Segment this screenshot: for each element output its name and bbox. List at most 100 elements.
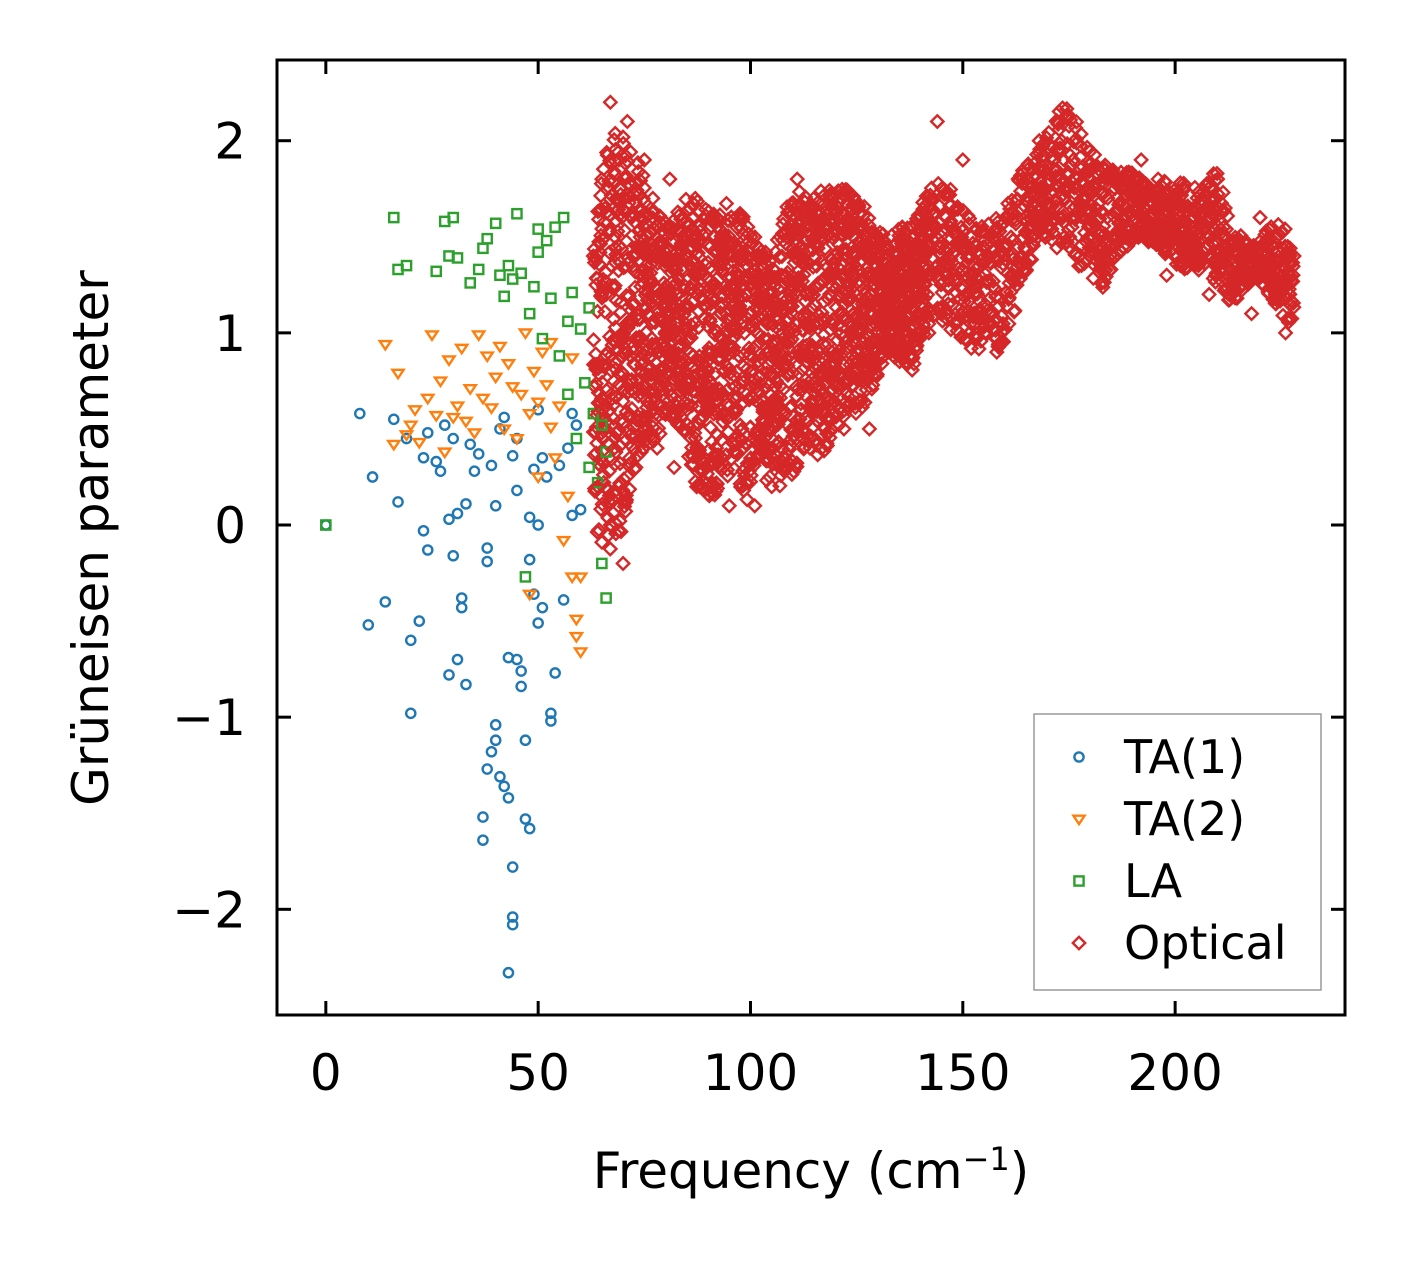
data-point xyxy=(1099,209,1116,226)
data-point xyxy=(392,496,404,508)
optical-point xyxy=(689,439,705,456)
optical-point xyxy=(1006,273,1023,290)
data-point xyxy=(506,861,519,873)
data-point xyxy=(632,267,648,284)
optical-point xyxy=(1140,233,1157,250)
optical-point xyxy=(755,403,771,420)
legend-entry: LA xyxy=(1073,854,1183,908)
data-point xyxy=(1005,267,1022,284)
optical-point xyxy=(804,393,821,410)
optical-point xyxy=(904,362,921,378)
data-point xyxy=(1073,190,1090,207)
data-point xyxy=(553,459,566,472)
optical-point xyxy=(641,350,658,367)
data-point xyxy=(545,292,557,305)
data-point xyxy=(549,667,561,679)
data-point xyxy=(543,422,559,435)
data-point xyxy=(451,507,464,520)
data-point xyxy=(430,455,443,468)
optical-point xyxy=(1045,211,1062,227)
optical-point xyxy=(1109,235,1125,251)
x-tick-label: 50 xyxy=(506,1044,570,1102)
data-point xyxy=(517,328,534,341)
data-point xyxy=(946,267,963,284)
optical-point xyxy=(720,424,737,440)
optical-point xyxy=(803,400,820,417)
optical-point xyxy=(739,475,756,491)
data-point xyxy=(585,248,602,264)
legend-entry: TA(2) xyxy=(1071,792,1245,846)
optical-point xyxy=(613,294,630,310)
optical-point xyxy=(1083,197,1099,213)
optical-point xyxy=(822,410,838,426)
optical-point xyxy=(691,353,708,370)
data-point xyxy=(600,592,612,604)
optical-point xyxy=(1045,225,1061,241)
data-point xyxy=(636,421,653,437)
data-point xyxy=(610,152,627,168)
optical-point xyxy=(602,494,619,511)
data-point xyxy=(708,440,725,457)
optical-point xyxy=(1096,185,1113,201)
optical-point xyxy=(630,163,647,180)
optical-point xyxy=(1049,239,1065,256)
optical-point xyxy=(608,389,625,406)
data-point xyxy=(1192,209,1209,226)
optical-point xyxy=(755,394,772,410)
optical-point xyxy=(1227,282,1244,299)
data-point xyxy=(591,476,604,489)
optical-point xyxy=(732,417,749,434)
data-point xyxy=(649,440,665,457)
optical-point xyxy=(615,135,632,152)
optical-point xyxy=(1058,107,1075,124)
optical-point xyxy=(820,389,837,405)
optical-point xyxy=(693,232,709,248)
optical-point xyxy=(637,298,654,315)
data-point xyxy=(455,601,468,614)
optical-point xyxy=(636,428,653,444)
optical-point xyxy=(1082,229,1099,245)
data-point xyxy=(683,324,699,341)
optical-point xyxy=(1061,165,1078,182)
optical-point xyxy=(729,400,745,417)
data-point xyxy=(1201,286,1218,303)
optical-point xyxy=(1280,310,1296,327)
optical-point xyxy=(611,421,627,438)
legend-marker xyxy=(1073,751,1085,763)
data-point xyxy=(1065,152,1082,168)
optical-point xyxy=(617,147,634,164)
data-point xyxy=(1175,228,1192,245)
optical-point xyxy=(615,393,631,410)
optical-point xyxy=(652,376,668,392)
optical-point xyxy=(779,357,796,374)
data-point xyxy=(481,763,494,775)
optical-point xyxy=(934,284,951,301)
data-point xyxy=(366,471,379,483)
data-point xyxy=(489,499,502,512)
optical-point xyxy=(589,524,606,541)
optical-point xyxy=(636,231,653,248)
data-point xyxy=(447,549,460,562)
data-point xyxy=(903,286,920,303)
optical-point xyxy=(1035,147,1052,164)
optical-point xyxy=(846,309,863,326)
optical-point xyxy=(678,373,694,390)
data-point xyxy=(562,388,574,401)
data-point xyxy=(886,344,903,360)
optical-point xyxy=(1068,114,1085,130)
optical-point xyxy=(842,291,859,308)
data-point xyxy=(1082,248,1099,264)
data-point xyxy=(555,535,572,548)
plot-frame xyxy=(275,58,1347,1017)
optical-point xyxy=(727,235,743,251)
optical-point xyxy=(936,252,953,269)
data-point xyxy=(477,834,489,846)
optical-point xyxy=(828,346,845,363)
optical-point xyxy=(592,501,609,518)
data-point xyxy=(666,459,682,476)
data-point xyxy=(840,209,857,226)
optical-point xyxy=(1214,204,1231,221)
data-point xyxy=(574,503,587,516)
data-point xyxy=(793,382,810,399)
data-point xyxy=(687,190,704,207)
